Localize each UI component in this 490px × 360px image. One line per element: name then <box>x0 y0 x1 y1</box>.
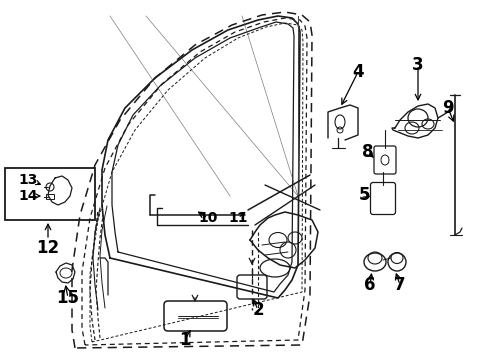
Text: 9: 9 <box>442 99 454 117</box>
Text: 10: 10 <box>198 211 218 225</box>
Text: 15: 15 <box>56 289 79 307</box>
Text: 5: 5 <box>359 186 371 204</box>
Text: 1: 1 <box>179 331 191 349</box>
Text: 2: 2 <box>252 301 264 319</box>
Text: 4: 4 <box>352 63 364 81</box>
Text: 14: 14 <box>18 189 38 203</box>
Text: 6: 6 <box>364 276 376 294</box>
Text: 13: 13 <box>18 173 38 187</box>
Text: 7: 7 <box>394 276 406 294</box>
FancyBboxPatch shape <box>374 146 396 174</box>
Text: 12: 12 <box>36 239 60 257</box>
FancyBboxPatch shape <box>370 183 395 215</box>
Text: 3: 3 <box>412 56 424 74</box>
Text: 11: 11 <box>228 211 248 225</box>
FancyBboxPatch shape <box>237 275 267 299</box>
Bar <box>46 194 54 199</box>
Bar <box>5 168 95 220</box>
FancyBboxPatch shape <box>164 301 227 331</box>
Text: 8: 8 <box>362 143 374 161</box>
